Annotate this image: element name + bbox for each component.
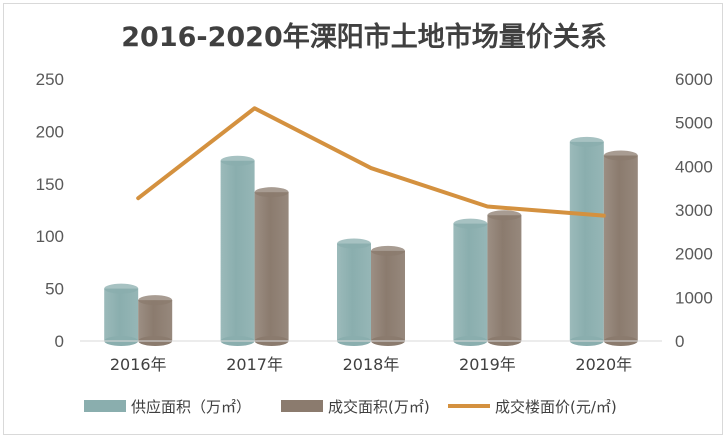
left-tick-label: 0 (55, 332, 64, 351)
bar (569, 136, 604, 346)
legend-item: 成交面积(万㎡) (281, 398, 430, 416)
bar (254, 187, 289, 346)
category-labels: 2016年 2017年 2018年 2019年 2020年 (110, 355, 632, 374)
legend-label: 成交楼面价(元/㎡) (495, 398, 617, 416)
bar (371, 245, 405, 346)
bar (337, 238, 371, 346)
left-tick-label: 200 (36, 122, 64, 141)
legend-swatch (84, 400, 126, 412)
left-tick-label: 250 (36, 70, 64, 89)
right-tick-label: 2000 (675, 245, 713, 264)
line-series (136, 106, 606, 218)
bar (220, 155, 255, 346)
legend: 供应面积（万㎡） 成交面积(万㎡) 成交楼面价(元/㎡) (84, 398, 617, 416)
category-label: 2019年 (459, 355, 516, 374)
legend-label: 供应面积（万㎡） (131, 398, 251, 416)
right-tick-label: 4000 (675, 157, 713, 176)
category-label: 2020年 (575, 355, 632, 374)
chart-title: 2016-2020年溧阳市土地市场量价关系 (121, 21, 607, 53)
left-tick-label: 150 (36, 175, 64, 194)
bar (453, 218, 488, 346)
left-tick-label: 50 (45, 280, 64, 299)
right-tick-label: 5000 (675, 114, 713, 133)
legend-item: 供应面积（万㎡） (84, 398, 251, 416)
price-line (136, 106, 606, 218)
category-label: 2018年 (343, 355, 400, 374)
bar (138, 295, 173, 346)
bar (104, 283, 139, 346)
legend-label: 成交面积(万㎡) (328, 398, 430, 416)
right-tick-label: 1000 (675, 288, 713, 307)
legend-item: 成交楼面价(元/㎡) (448, 398, 617, 416)
right-tick-label: 0 (675, 332, 684, 351)
left-tick-label: 100 (36, 227, 64, 246)
left-axis-ticks: 0 50 100 150 200 250 (36, 70, 64, 351)
right-tick-label: 3000 (675, 201, 713, 220)
legend-swatch (281, 400, 323, 412)
right-tick-label: 6000 (675, 70, 713, 89)
category-label: 2017年 (226, 355, 283, 374)
category-label: 2016年 (110, 355, 167, 374)
right-axis-ticks: 0 1000 2000 3000 4000 5000 6000 (675, 70, 713, 351)
bar (487, 210, 522, 346)
bar (603, 150, 638, 346)
bar-series (104, 136, 638, 346)
